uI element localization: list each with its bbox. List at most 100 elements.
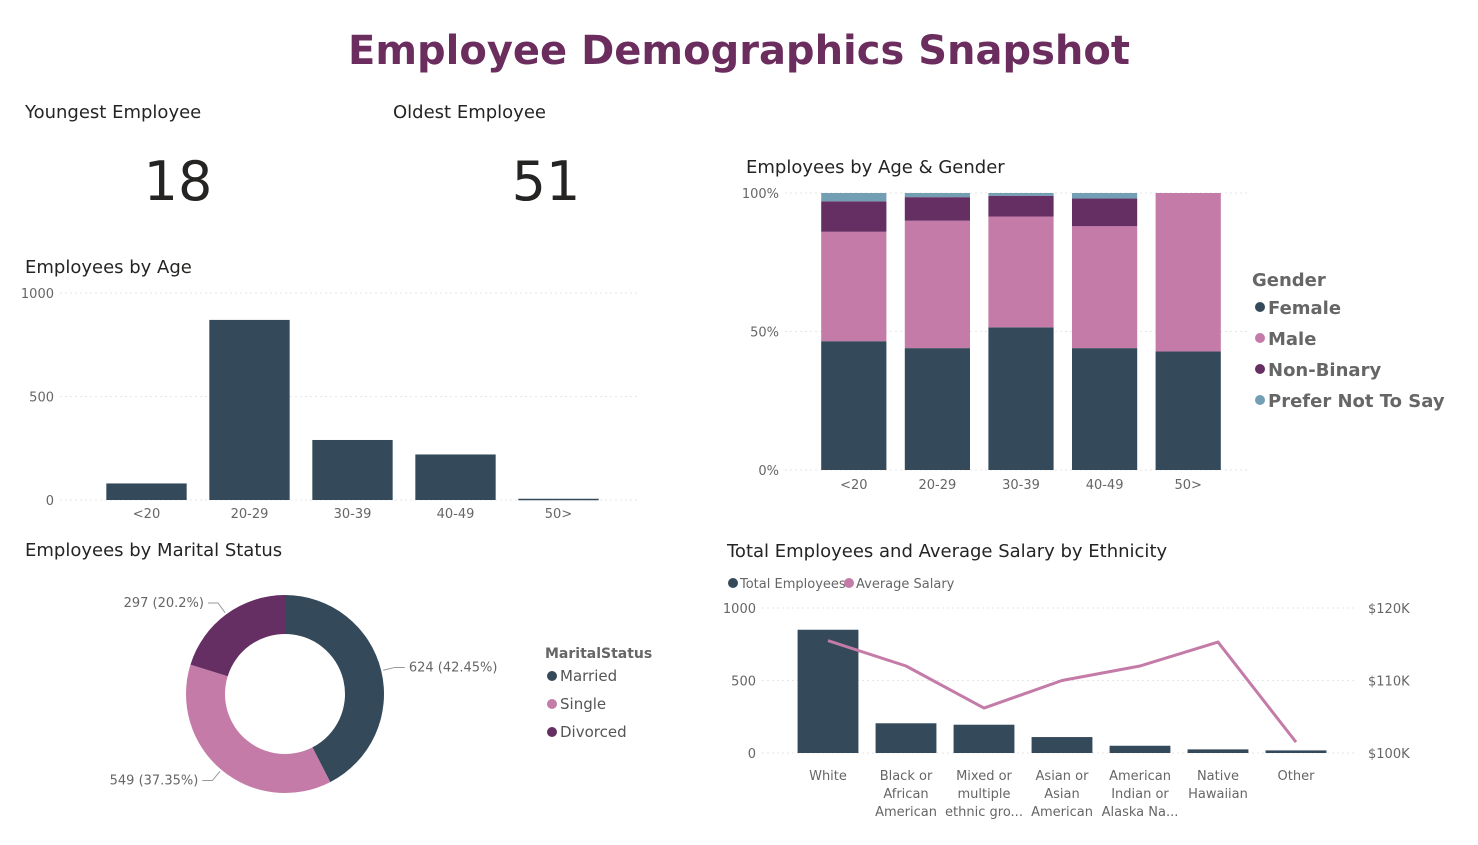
employees-by-age-gender-chart[interactable]: 0% 50% 100% <20 20-29 30-39 40-49 50> Gender Fema… (720, 180, 1460, 500)
x-tick-label: African (883, 787, 928, 802)
employees-salary-by-ethnicity-chart[interactable]: Total Employees Average Salary 0 500 1000 $10… (700, 565, 1460, 840)
y-tick-label: 100% (742, 187, 779, 202)
x-tick-label: Indian or (1111, 787, 1169, 802)
ethnicity-chart-title: Total Employees and Average Salary by Et… (727, 541, 1168, 562)
y-tick-label-left: 1000 (723, 602, 756, 617)
gender-segment-non-binary (821, 201, 887, 232)
y-tick-label: 0 (46, 494, 54, 509)
y-tick-label-right: $110K (1368, 675, 1410, 690)
gender-segment-female (1071, 348, 1138, 470)
x-tick-label: Hawaiian (1188, 787, 1248, 802)
legend-label: Average Salary (856, 577, 955, 592)
legend-label: Divorced (560, 723, 627, 741)
age-gender-chart-title: Employees by Age & Gender (746, 157, 1005, 178)
gender-segment-prefer-not-to-say (1071, 193, 1138, 199)
x-tick-label: 50> (545, 507, 572, 522)
legend-label: Female (1268, 298, 1341, 319)
x-tick-label: Alaska Na... (1102, 805, 1179, 820)
y-tick-label-left: 0 (748, 747, 756, 762)
age-bar (415, 454, 496, 500)
oldest-employee-label: Oldest Employee (393, 102, 546, 123)
x-tick-label: ethnic gro... (945, 805, 1023, 820)
x-tick-label: American (875, 805, 937, 820)
x-tick-label: <20 (133, 507, 160, 522)
age-bar (312, 439, 393, 500)
x-tick-label: 40-49 (1086, 478, 1124, 493)
legend-title: Gender (1252, 270, 1326, 291)
legend-label: Single (560, 695, 606, 713)
age-chart-title: Employees by Age (25, 257, 192, 278)
data-label: 297 (20.2%) (124, 596, 204, 611)
gender-segment-female (821, 341, 887, 470)
legend-label: Non-Binary (1268, 360, 1381, 381)
youngest-employee-value: 18 (143, 150, 213, 213)
donut-slice-married (285, 595, 385, 783)
x-tick-label: Asian or (1036, 769, 1090, 784)
x-tick-label: Black or (880, 769, 933, 784)
x-tick-label: 50> (1174, 478, 1201, 493)
y-tick-label-right: $100K (1368, 747, 1410, 762)
leader-line (202, 771, 221, 782)
gender-segment-male (988, 216, 1054, 328)
legend-label: Prefer Not To Say (1268, 391, 1445, 412)
employees-bar (953, 724, 1015, 753)
y-tick-label: 0% (758, 464, 779, 479)
leader-line (207, 602, 226, 613)
legend-label: Male (1268, 329, 1316, 350)
employees-bar (1265, 750, 1327, 753)
y-tick-label: 50% (750, 326, 779, 341)
marital-chart-title: Employees by Marital Status (25, 540, 283, 561)
x-tick-label: Mixed or (956, 769, 1012, 784)
gender-segment-prefer-not-to-say (988, 193, 1054, 196)
gender-segment-non-binary (1071, 198, 1138, 227)
gender-segment-male (1071, 226, 1138, 349)
legend-marker (1255, 302, 1265, 312)
legend-label: Total Employees (739, 577, 846, 592)
x-tick-label: White (809, 769, 847, 784)
legend-marker (728, 578, 738, 588)
y-tick-label-right: $120K (1368, 602, 1410, 617)
gender-segment-male (821, 231, 887, 342)
employees-bar (1187, 749, 1249, 753)
gender-segment-prefer-not-to-say (821, 193, 887, 202)
x-tick-label: American (1031, 805, 1093, 820)
x-tick-label: Native (1197, 769, 1239, 784)
gender-segment-male (904, 220, 971, 349)
legend-marker (547, 727, 557, 737)
x-tick-label: 20-29 (919, 478, 957, 493)
gender-segment-female (904, 348, 971, 470)
leader-line (383, 666, 405, 671)
gender-segment-female (1155, 351, 1221, 470)
donut-slice-divorced (190, 595, 285, 677)
youngest-employee-label: Youngest Employee (25, 102, 202, 123)
legend-marker (844, 578, 854, 588)
x-tick-label: American (1109, 769, 1171, 784)
x-tick-label: 30-39 (334, 507, 372, 522)
oldest-employee-value: 51 (511, 150, 581, 213)
age-bar (106, 483, 187, 500)
legend-marker (1255, 395, 1265, 405)
x-tick-label: 30-39 (1002, 478, 1040, 493)
legend-label: Married (560, 667, 617, 685)
employees-by-marital-status-chart[interactable]: 624 (42.45%) 549 (37.35%) 297 (20.2%) Marit… (0, 565, 700, 835)
legend-marker (1255, 364, 1265, 374)
employees-bar (1109, 745, 1171, 753)
employees-bar (875, 723, 937, 753)
x-tick-label: 20-29 (231, 507, 269, 522)
employees-bar (797, 629, 859, 753)
x-tick-label: multiple (957, 787, 1010, 802)
x-tick-label: Other (1278, 769, 1316, 784)
legend-marker (1255, 333, 1265, 343)
donut-slice-single (186, 664, 331, 793)
average-salary-line (827, 639, 1298, 744)
x-tick-label: Asian (1044, 787, 1079, 802)
employees-by-age-chart[interactable]: 0 500 1000 <20 20-29 30-39 40-49 50> (0, 280, 650, 530)
y-tick-label-left: 500 (731, 675, 756, 690)
legend-title: MaritalStatus (545, 646, 652, 662)
page-title: Employee Demographics Snapshot (348, 28, 1130, 74)
y-tick-label: 500 (29, 391, 54, 406)
data-label: 549 (37.35%) (110, 774, 199, 789)
gender-segment-male (1155, 193, 1221, 352)
age-bar (518, 498, 599, 501)
legend-marker (547, 699, 557, 709)
